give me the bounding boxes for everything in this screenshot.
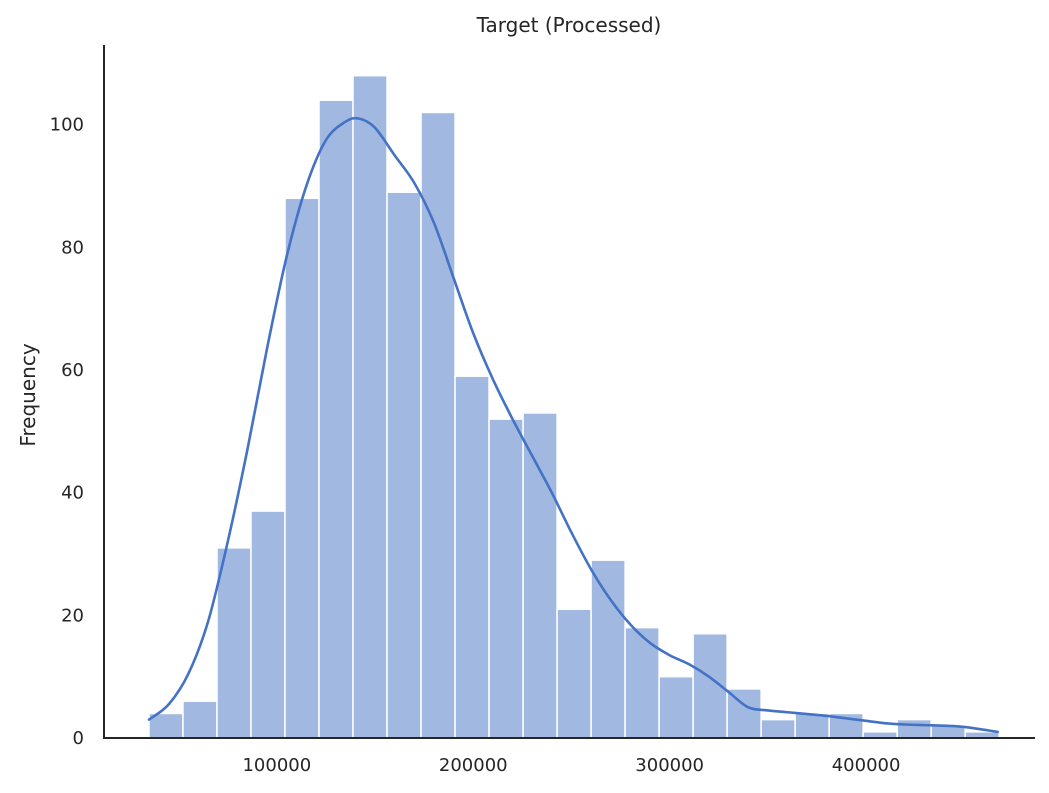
histogram-bar bbox=[454, 375, 490, 739]
y-tick-label: 60 bbox=[61, 360, 84, 381]
histogram-bar bbox=[760, 718, 796, 739]
histogram-bar bbox=[522, 412, 558, 739]
histogram-bar bbox=[896, 718, 932, 739]
histogram-bar bbox=[590, 559, 626, 739]
x-tick-label: 200000 bbox=[439, 755, 508, 776]
axes bbox=[103, 45, 1035, 739]
histogram-bar bbox=[794, 712, 830, 739]
y-tick-label: 0 bbox=[73, 728, 84, 749]
histogram-bar bbox=[182, 700, 218, 739]
histogram-bar bbox=[556, 608, 592, 739]
x-tick-label: 300000 bbox=[635, 755, 704, 776]
histogram-bar bbox=[250, 510, 286, 739]
histogram-bar bbox=[658, 675, 694, 739]
y-tick-label: 20 bbox=[61, 605, 84, 626]
x-tick-label: 400000 bbox=[832, 755, 901, 776]
histogram-bar bbox=[352, 74, 388, 739]
histogram-bar bbox=[624, 626, 660, 739]
y-axis-ticks: 0 20 40 60 80 100 bbox=[50, 115, 84, 749]
y-tick-label: 40 bbox=[61, 483, 84, 504]
histogram-bar bbox=[318, 99, 354, 739]
histogram-bar bbox=[488, 418, 524, 739]
histogram-bar bbox=[386, 191, 422, 739]
histogram-bar bbox=[284, 197, 320, 739]
histogram-bar bbox=[216, 547, 252, 739]
y-tick-label: 80 bbox=[61, 237, 84, 258]
kde-curve bbox=[147, 116, 999, 734]
histogram-bars bbox=[148, 74, 1000, 739]
x-tick-label: 100000 bbox=[242, 755, 311, 776]
histogram-bar bbox=[420, 111, 456, 739]
kde-group bbox=[147, 116, 999, 734]
y-tick-label: 100 bbox=[50, 115, 84, 136]
x-axis-ticks: 100000 200000 300000 400000 bbox=[242, 755, 900, 776]
chart-title: Target (Processed) bbox=[476, 13, 662, 37]
y-axis-title: Frequency bbox=[16, 343, 40, 446]
